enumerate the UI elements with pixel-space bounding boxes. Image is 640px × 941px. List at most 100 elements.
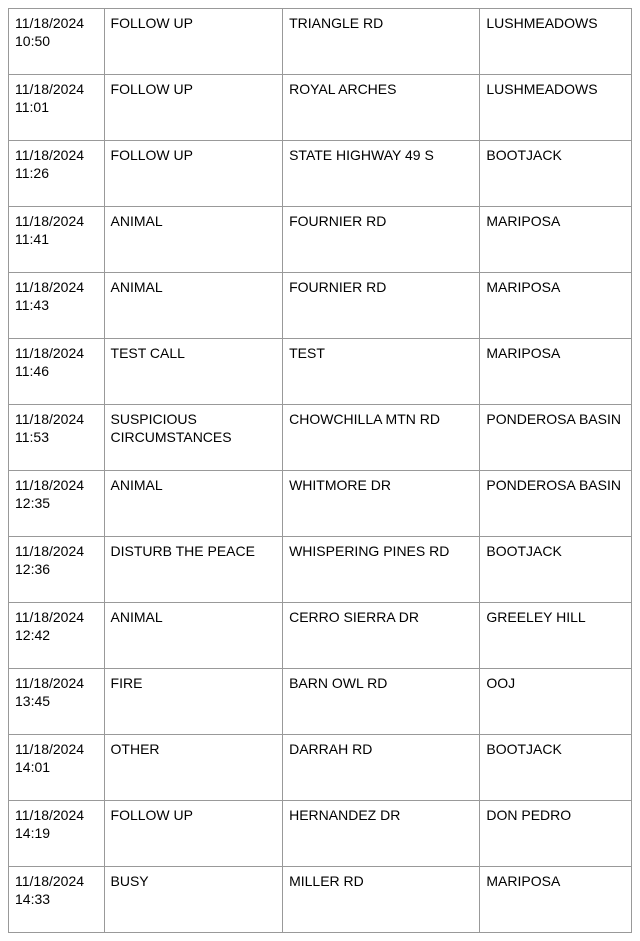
table-row: 11/18/202411:41ANIMALFOURNIER RDMARIPOSA xyxy=(9,207,632,273)
cell-datetime: 11/18/202411:41 xyxy=(9,207,105,273)
table-row: 11/18/202412:36DISTURB THE PEACEWHISPERI… xyxy=(9,537,632,603)
cell-datetime: 11/18/202412:36 xyxy=(9,537,105,603)
cell-type: FIRE xyxy=(104,669,283,735)
cell-location: DARRAH RD xyxy=(283,735,480,801)
table-row: 11/18/202411:26FOLLOW UPSTATE HIGHWAY 49… xyxy=(9,141,632,207)
cell-datetime: 11/18/202411:01 xyxy=(9,75,105,141)
cell-location: BARN OWL RD xyxy=(283,669,480,735)
cell-area: BOOTJACK xyxy=(480,735,632,801)
incident-log-tbody: 11/18/202410:50FOLLOW UPTRIANGLE RDLUSHM… xyxy=(9,9,632,933)
cell-type: OTHER xyxy=(104,735,283,801)
cell-area: MARIPOSA xyxy=(480,207,632,273)
cell-datetime: 11/18/202412:35 xyxy=(9,471,105,537)
table-row: 11/18/202411:53SUSPICIOUS CIRCUMSTANCESC… xyxy=(9,405,632,471)
cell-date: 11/18/2024 xyxy=(15,213,98,231)
cell-area: LUSHMEADOWS xyxy=(480,75,632,141)
table-row: 11/18/202414:01OTHERDARRAH RDBOOTJACK xyxy=(9,735,632,801)
cell-datetime: 11/18/202411:53 xyxy=(9,405,105,471)
table-row: 11/18/202411:01FOLLOW UPROYAL ARCHESLUSH… xyxy=(9,75,632,141)
table-row: 11/18/202414:19FOLLOW UPHERNANDEZ DRDON … xyxy=(9,801,632,867)
cell-time: 11:26 xyxy=(15,165,98,183)
cell-type: FOLLOW UP xyxy=(104,9,283,75)
cell-datetime: 11/18/202411:43 xyxy=(9,273,105,339)
cell-location: ROYAL ARCHES xyxy=(283,75,480,141)
cell-type: FOLLOW UP xyxy=(104,141,283,207)
cell-datetime: 11/18/202411:46 xyxy=(9,339,105,405)
cell-date: 11/18/2024 xyxy=(15,741,98,759)
cell-time: 10:50 xyxy=(15,33,98,51)
cell-time: 12:42 xyxy=(15,627,98,645)
cell-datetime: 11/18/202414:33 xyxy=(9,867,105,933)
cell-location: HERNANDEZ DR xyxy=(283,801,480,867)
cell-area: BOOTJACK xyxy=(480,537,632,603)
cell-time: 14:01 xyxy=(15,759,98,777)
table-row: 11/18/202412:42ANIMALCERRO SIERRA DRGREE… xyxy=(9,603,632,669)
cell-type: BUSY xyxy=(104,867,283,933)
table-row: 11/18/202413:45FIREBARN OWL RDOOJ xyxy=(9,669,632,735)
cell-location: TEST xyxy=(283,339,480,405)
cell-time: 12:36 xyxy=(15,561,98,579)
incident-log-table: 11/18/202410:50FOLLOW UPTRIANGLE RDLUSHM… xyxy=(8,8,632,933)
table-row: 11/18/202411:46TEST CALLTESTMARIPOSA xyxy=(9,339,632,405)
cell-time: 11:53 xyxy=(15,429,98,447)
cell-date: 11/18/2024 xyxy=(15,543,98,561)
cell-area: GREELEY HILL xyxy=(480,603,632,669)
cell-area: OOJ xyxy=(480,669,632,735)
cell-date: 11/18/2024 xyxy=(15,345,98,363)
cell-type: SUSPICIOUS CIRCUMSTANCES xyxy=(104,405,283,471)
cell-location: STATE HIGHWAY 49 S xyxy=(283,141,480,207)
cell-datetime: 11/18/202414:01 xyxy=(9,735,105,801)
cell-location: WHISPERING PINES RD xyxy=(283,537,480,603)
cell-type: TEST CALL xyxy=(104,339,283,405)
cell-type: FOLLOW UP xyxy=(104,75,283,141)
cell-type: ANIMAL xyxy=(104,207,283,273)
cell-area: MARIPOSA xyxy=(480,867,632,933)
cell-time: 11:43 xyxy=(15,297,98,315)
cell-area: PONDEROSA BASIN xyxy=(480,405,632,471)
cell-time: 13:45 xyxy=(15,693,98,711)
cell-time: 11:46 xyxy=(15,363,98,381)
cell-location: WHITMORE DR xyxy=(283,471,480,537)
cell-area: DON PEDRO xyxy=(480,801,632,867)
cell-area: LUSHMEADOWS xyxy=(480,9,632,75)
cell-datetime: 11/18/202412:42 xyxy=(9,603,105,669)
cell-date: 11/18/2024 xyxy=(15,873,98,891)
cell-time: 14:33 xyxy=(15,891,98,909)
cell-time: 14:19 xyxy=(15,825,98,843)
cell-date: 11/18/2024 xyxy=(15,477,98,495)
cell-location: CHOWCHILLA MTN RD xyxy=(283,405,480,471)
cell-location: TRIANGLE RD xyxy=(283,9,480,75)
cell-area: BOOTJACK xyxy=(480,141,632,207)
cell-datetime: 11/18/202413:45 xyxy=(9,669,105,735)
cell-type: ANIMAL xyxy=(104,603,283,669)
cell-area: MARIPOSA xyxy=(480,273,632,339)
cell-time: 11:01 xyxy=(15,99,98,117)
cell-date: 11/18/2024 xyxy=(15,15,98,33)
cell-date: 11/18/2024 xyxy=(15,279,98,297)
table-row: 11/18/202412:35ANIMALWHITMORE DRPONDEROS… xyxy=(9,471,632,537)
cell-area: MARIPOSA xyxy=(480,339,632,405)
cell-datetime: 11/18/202411:26 xyxy=(9,141,105,207)
cell-date: 11/18/2024 xyxy=(15,609,98,627)
cell-date: 11/18/2024 xyxy=(15,147,98,165)
cell-type: DISTURB THE PEACE xyxy=(104,537,283,603)
cell-datetime: 11/18/202410:50 xyxy=(9,9,105,75)
cell-location: CERRO SIERRA DR xyxy=(283,603,480,669)
cell-time: 11:41 xyxy=(15,231,98,249)
table-row: 11/18/202411:43ANIMALFOURNIER RDMARIPOSA xyxy=(9,273,632,339)
cell-date: 11/18/2024 xyxy=(15,807,98,825)
cell-area: PONDEROSA BASIN xyxy=(480,471,632,537)
cell-date: 11/18/2024 xyxy=(15,675,98,693)
cell-date: 11/18/2024 xyxy=(15,81,98,99)
cell-location: MILLER RD xyxy=(283,867,480,933)
cell-datetime: 11/18/202414:19 xyxy=(9,801,105,867)
cell-type: ANIMAL xyxy=(104,273,283,339)
cell-type: FOLLOW UP xyxy=(104,801,283,867)
table-row: 11/18/202410:50FOLLOW UPTRIANGLE RDLUSHM… xyxy=(9,9,632,75)
table-row: 11/18/202414:33BUSYMILLER RDMARIPOSA xyxy=(9,867,632,933)
cell-time: 12:35 xyxy=(15,495,98,513)
cell-location: FOURNIER RD xyxy=(283,273,480,339)
cell-location: FOURNIER RD xyxy=(283,207,480,273)
cell-type: ANIMAL xyxy=(104,471,283,537)
cell-date: 11/18/2024 xyxy=(15,411,98,429)
